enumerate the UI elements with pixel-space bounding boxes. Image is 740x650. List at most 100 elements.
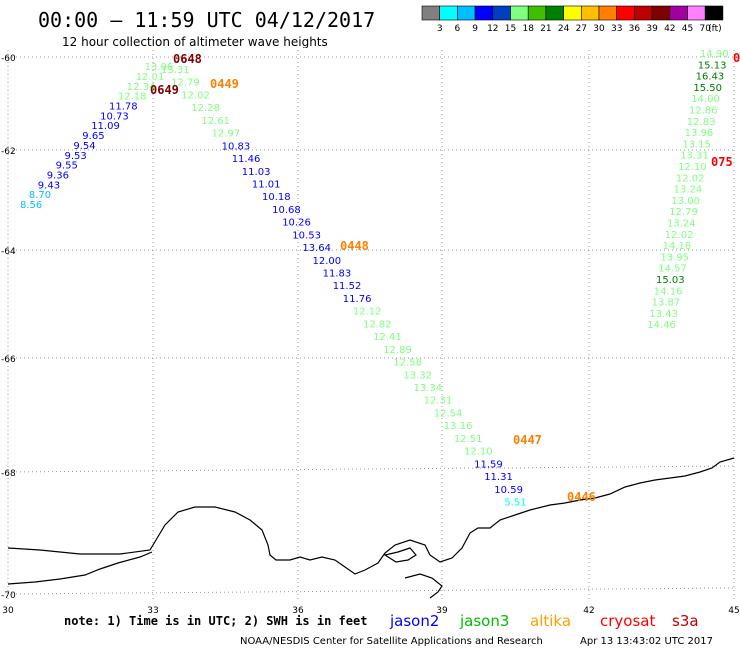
wave-height-label: 5.51 bbox=[504, 497, 526, 508]
wave-height-label: 12.41 bbox=[373, 332, 402, 343]
wave-height-label: 13.16 bbox=[444, 421, 473, 432]
wave-height-label: 12.82 bbox=[363, 319, 392, 330]
wave-height-label: 12.10 bbox=[678, 162, 707, 173]
pass-time-label: 0446 bbox=[567, 490, 596, 504]
wave-height-label: 12.51 bbox=[454, 434, 483, 445]
wave-height-label: 12.58 bbox=[393, 358, 422, 369]
scale-swatch bbox=[492, 5, 511, 21]
wave-height-label: 12.00 bbox=[313, 256, 342, 267]
wave-height-label: 10.53 bbox=[292, 230, 321, 241]
wave-height-label: 11.76 bbox=[343, 294, 372, 305]
wave-height-label: 10.59 bbox=[494, 485, 523, 496]
longitude-label: 36 bbox=[292, 606, 304, 616]
footer-timestamp: Apr 13 13:43:02 UTC 2017 bbox=[580, 636, 713, 647]
wave-height-label: 12.54 bbox=[434, 408, 463, 419]
scale-label: 39 bbox=[646, 24, 658, 34]
wave-height-label: 9.65 bbox=[82, 131, 104, 142]
wave-height-label: 13.64 bbox=[302, 243, 331, 254]
wave-height-label: 11.01 bbox=[252, 179, 281, 190]
wave-height-label: 12.83 bbox=[687, 117, 716, 128]
wave-height-label: 9.36 bbox=[47, 170, 69, 181]
scale-swatch bbox=[687, 5, 706, 21]
wave-height-label: 9.55 bbox=[56, 161, 78, 172]
wave-height-label: 13.24 bbox=[667, 219, 696, 230]
longitude-label: 30 bbox=[2, 606, 14, 616]
wave-height-label: 13.95 bbox=[660, 252, 689, 263]
wave-height-label: 15.03 bbox=[656, 275, 685, 286]
wave-height-label: 14.57 bbox=[658, 264, 687, 275]
wave-height-label: 10.68 bbox=[272, 205, 301, 216]
scale-label: 12 bbox=[487, 24, 498, 34]
wave-height-label: 11.78 bbox=[109, 102, 138, 113]
scale-swatch bbox=[704, 5, 724, 21]
scale-swatch bbox=[580, 5, 600, 21]
wave-height-label: 10.73 bbox=[100, 111, 129, 122]
pass-time-label: 0648 bbox=[173, 52, 202, 66]
color-scale-legend: 3 6 9 12 15 18 21 24 27 30 33 36 39 42 45 70(ft) bbox=[421, 5, 724, 34]
wave-height-label: 11.09 bbox=[91, 121, 120, 132]
wave-height-label: 14.18 bbox=[663, 241, 692, 252]
wave-height-label: 15.50 bbox=[693, 83, 722, 94]
scale-swatch bbox=[563, 5, 582, 21]
ice-shelf-edge bbox=[404, 573, 443, 599]
scale-label: 15 bbox=[505, 24, 516, 34]
wave-height-label: 13.34 bbox=[414, 383, 443, 394]
wave-height-label: 12.34 bbox=[127, 82, 156, 93]
latitude-label: -64 bbox=[1, 247, 16, 257]
scale-label: 27 bbox=[576, 24, 587, 34]
wave-height-label: 13.24 bbox=[674, 185, 703, 196]
header-subtitle: 12 hour collection of altimeter wave hei… bbox=[62, 35, 328, 49]
scale-swatch bbox=[616, 5, 635, 21]
wave-height-label: 11.52 bbox=[333, 281, 362, 292]
header-title: 00:00 – 11:59 UTC 04/12/2017 bbox=[38, 8, 375, 32]
wave-height-label: 10.18 bbox=[262, 192, 291, 203]
wave-height-label: 12.18 bbox=[118, 92, 147, 103]
wave-height-label: 12.28 bbox=[191, 103, 220, 114]
pass-time-label: 0 bbox=[733, 51, 740, 65]
wave-height-label: 14.00 bbox=[691, 94, 720, 105]
satellite-legend: jason2 jason3 altika cryosat s3a bbox=[389, 612, 699, 630]
satellite-name: s3a bbox=[672, 612, 699, 630]
wave-height-label: 13.06 bbox=[145, 62, 174, 73]
wave-height-label: 9.43 bbox=[38, 180, 60, 191]
wave-height-label: 13.15 bbox=[682, 139, 711, 150]
wave-height-label: 14.16 bbox=[654, 286, 683, 297]
wave-height-label: 11.46 bbox=[232, 154, 261, 165]
scale-label: 70 bbox=[699, 24, 711, 34]
wave-height-label: 13.87 bbox=[652, 298, 681, 309]
latitude-label: -62 bbox=[1, 147, 16, 157]
scale-label: (ft) bbox=[708, 24, 722, 34]
latitude-label: -70 bbox=[1, 591, 16, 601]
antarctic-coastline bbox=[7, 457, 735, 575]
longitude-label: 45 bbox=[728, 606, 739, 616]
wave-height-label: 11.31 bbox=[484, 472, 513, 483]
wave-height-label: 13.31 bbox=[680, 151, 709, 162]
wave-height-label: 11.59 bbox=[474, 459, 503, 470]
scale-label: 3 bbox=[437, 24, 443, 34]
wave-height-label: 12.79 bbox=[669, 207, 698, 218]
footer-note: note: 1) Time is in UTC; 2) SWH is in fe… bbox=[64, 614, 367, 628]
wave-height-label: 10.26 bbox=[282, 218, 311, 229]
longitude-label: 33 bbox=[147, 606, 158, 616]
latitude-label: -66 bbox=[1, 355, 16, 365]
scale-label: 42 bbox=[664, 24, 675, 34]
pass-time-label: 075 bbox=[711, 155, 733, 169]
wave-height-label: 9.54 bbox=[73, 141, 95, 152]
wave-height-label: 11.83 bbox=[323, 269, 352, 280]
wave-height-label: 12.01 bbox=[136, 72, 165, 83]
island-shape bbox=[383, 547, 417, 563]
satellite-name: altika bbox=[530, 612, 571, 630]
scale-swatch bbox=[474, 5, 494, 21]
scale-swatch bbox=[598, 5, 618, 21]
pass-time-label: 0649 bbox=[150, 83, 179, 97]
wave-height-label: 15.13 bbox=[698, 60, 727, 71]
wave-height-label: 12.97 bbox=[212, 129, 241, 140]
wave-height-label: 13.32 bbox=[403, 370, 432, 381]
scale-label: 36 bbox=[629, 24, 641, 34]
scale-swatch bbox=[457, 5, 476, 21]
scale-label: 9 bbox=[472, 24, 478, 34]
wave-height-label: 12.86 bbox=[689, 106, 718, 117]
